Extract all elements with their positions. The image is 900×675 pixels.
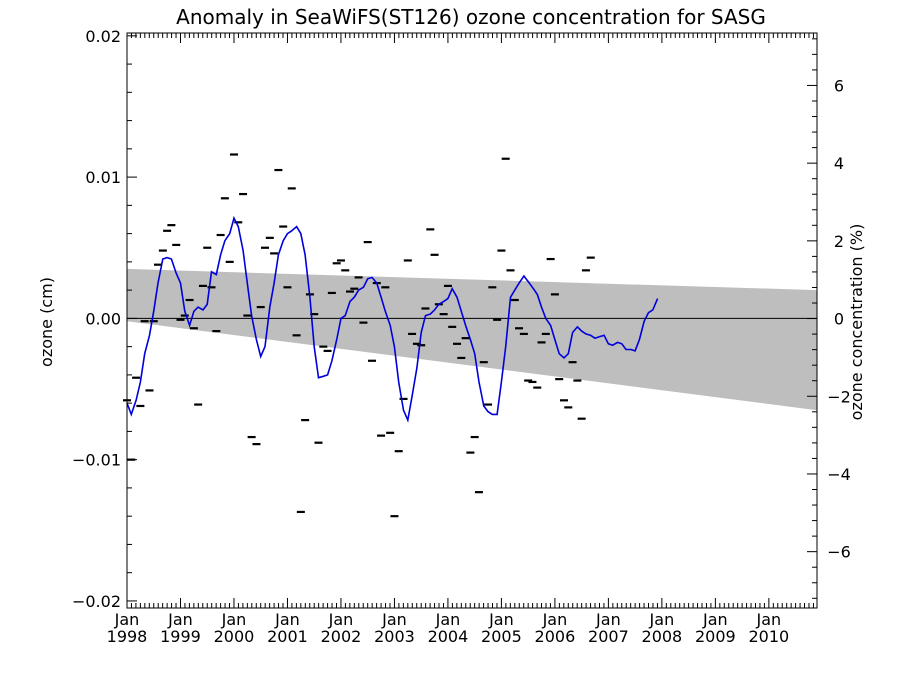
- right-tick-label: −4: [827, 465, 851, 484]
- x-tick-year: 1998: [107, 627, 148, 646]
- x-tick-month: Jan: [435, 610, 461, 629]
- x-tick-month: Jan: [649, 610, 675, 629]
- right-tick-label: 0: [834, 310, 844, 329]
- x-tick-month: Jan: [274, 610, 300, 629]
- x-tick-year: 2000: [214, 627, 255, 646]
- x-tick-year: 1999: [160, 627, 201, 646]
- x-tick-year: 2006: [535, 627, 576, 646]
- x-tick-month: Jan: [595, 610, 621, 629]
- x-tick-month: Jan: [702, 610, 728, 629]
- trend-band: [127, 268, 817, 411]
- plot-frame: [126, 32, 818, 609]
- y-axis-label-right: ozone concentration (%): [847, 224, 866, 421]
- x-tick-year: 2007: [588, 627, 629, 646]
- x-tick-year: 2009: [695, 627, 736, 646]
- x-tick-month: Jan: [756, 610, 782, 629]
- left-axis: −0.02 −0.01 0.00 0.01 0.02: [72, 27, 137, 611]
- x-tick-year: 2001: [267, 627, 308, 646]
- y-tick-label: −0.01: [72, 451, 121, 470]
- y-tick-label: 0.02: [85, 27, 121, 46]
- y-tick-label: 0.00: [85, 309, 121, 328]
- right-tick-label: 2: [834, 232, 844, 251]
- x-tick-year: 2005: [481, 627, 522, 646]
- right-tick-label: 4: [834, 154, 844, 173]
- x-tick-month: Jan: [542, 610, 568, 629]
- x-tick-month: Jan: [167, 610, 193, 629]
- x-tick-month: Jan: [488, 610, 514, 629]
- y-axis-label-left: ozone (cm): [37, 277, 56, 367]
- points-layer: [123, 153, 595, 518]
- right-tick-label: 6: [834, 76, 844, 95]
- x-tick-month: Jan: [328, 610, 354, 629]
- x-tick-month: Jan: [114, 610, 140, 629]
- x-tick-year: 2010: [749, 627, 790, 646]
- x-axis: Jan1998Jan1999Jan2000Jan2001Jan2002Jan20…: [107, 33, 814, 646]
- right-axis: −6 −4 −2 0 2 4 6: [807, 38, 851, 599]
- smooth-line-layer: [126, 215, 659, 423]
- x-tick-month: Jan: [381, 610, 407, 629]
- x-tick-month: Jan: [221, 610, 247, 629]
- x-tick-year: 2003: [374, 627, 415, 646]
- y-tick-label: 0.01: [85, 168, 121, 187]
- x-tick-year: 2002: [321, 627, 362, 646]
- y-tick-label: −0.02: [72, 592, 121, 611]
- x-tick-year: 2004: [428, 627, 469, 646]
- chart-title: Anomaly in SeaWiFS(ST126) ozone concentr…: [176, 5, 766, 29]
- trend-band-layer: [127, 268, 817, 411]
- right-tick-label: −2: [827, 387, 851, 406]
- x-tick-year: 2008: [642, 627, 683, 646]
- smooth-series-line: [126, 215, 659, 423]
- right-tick-label: −6: [827, 543, 851, 562]
